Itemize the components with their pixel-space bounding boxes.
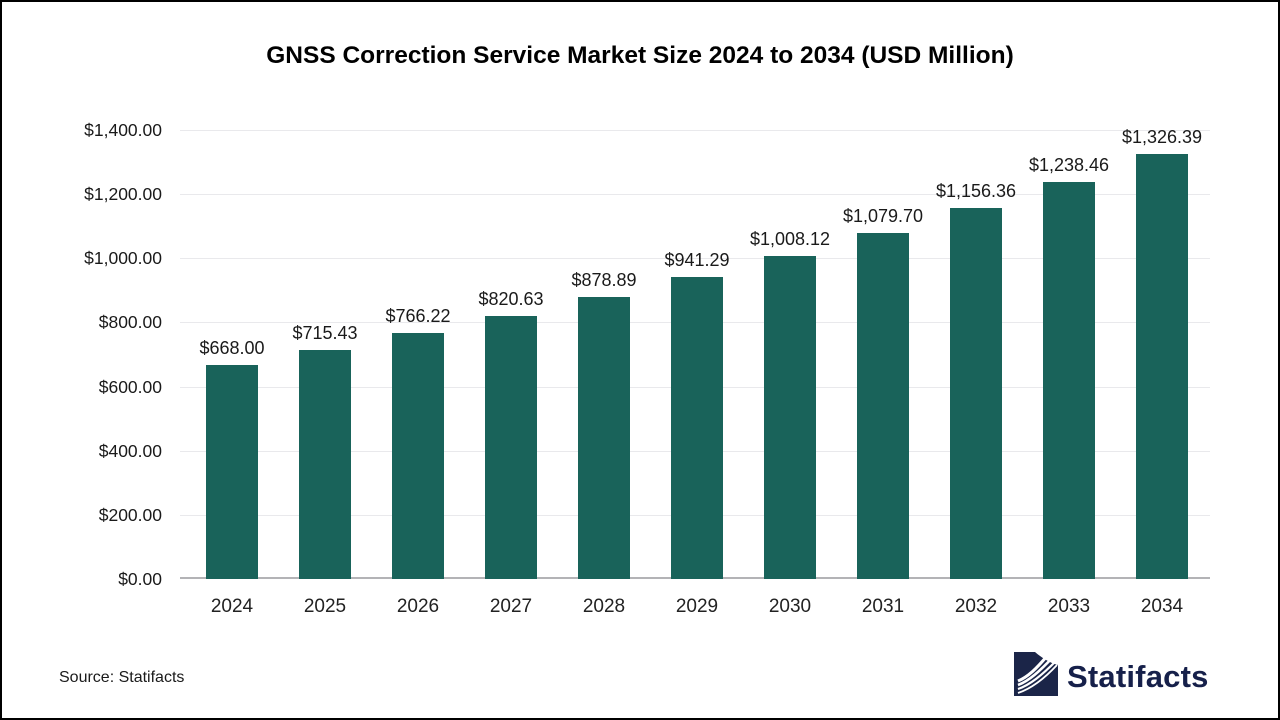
gridline <box>180 130 1210 131</box>
bar-value-label: $1,008.12 <box>749 228 831 249</box>
y-axis-tick-label: $200.00 <box>98 504 162 525</box>
plot-area: $0.00 $200.00 $400.00 $600.00 $800.00 $1,000.… <box>84 120 1210 617</box>
bar-2030 <box>764 255 816 579</box>
bar-2026 <box>392 333 444 579</box>
bar-value-label: $1,079.70 <box>842 205 924 226</box>
x-axis-tick-label: 2027 <box>489 596 533 617</box>
bar-2029 <box>671 277 723 579</box>
y-axis-tick-label: $1,400.00 <box>84 120 162 140</box>
y-axis-tick-label: $600.00 <box>98 376 162 397</box>
y-axis-tick-label: $1,200.00 <box>84 184 162 205</box>
statifacts-logo-icon <box>1014 652 1058 701</box>
x-axis-tick-label: 2029 <box>675 596 719 617</box>
bar-value-label: $668.00 <box>199 337 265 358</box>
y-axis-tick-label: $800.00 <box>98 312 162 333</box>
source-note: Source: Statifacts <box>59 669 185 686</box>
bar-value-label: $820.63 <box>478 288 544 309</box>
bar-2034 <box>1136 153 1188 579</box>
x-axis-tick-label: 2025 <box>303 596 347 617</box>
chart-title: GNSS Correction Service Market Size 2024… <box>266 42 1014 69</box>
x-axis-tick-label: 2030 <box>768 596 812 617</box>
bar-2032 <box>950 208 1002 579</box>
y-axis-tick-label: $0.00 <box>118 569 162 589</box>
x-axis-tick-label: 2031 <box>861 596 905 617</box>
bar-2027 <box>485 315 537 579</box>
bar-2024 <box>206 364 258 579</box>
x-axis-tick-label: 2033 <box>1047 596 1091 617</box>
bar-value-label: $1,326.39 <box>1121 126 1203 147</box>
y-axis-tick-label: $1,000.00 <box>84 248 162 269</box>
gridline <box>180 194 1210 196</box>
gridline <box>180 258 1210 260</box>
bar-value-label: $766.22 <box>385 306 451 327</box>
bar-value-label: $715.43 <box>292 322 358 343</box>
x-axis-tick-label: 2034 <box>1140 596 1184 617</box>
bar-value-label: $1,238.46 <box>1028 154 1110 175</box>
x-axis-tick-label: 2026 <box>396 596 440 617</box>
bar-value-label: $878.89 <box>571 270 637 291</box>
x-axis-tick-label: 2032 <box>954 596 998 617</box>
x-axis-tick-label: 2028 <box>582 596 626 617</box>
bar-2031 <box>857 232 909 579</box>
bar-2025 <box>299 349 351 579</box>
bar-2033 <box>1043 181 1095 579</box>
bar-value-label: $941.29 <box>664 250 730 271</box>
brand-name: Statifacts <box>1067 658 1209 694</box>
bar-value-label: $1,156.36 <box>935 181 1017 202</box>
bar-2028 <box>578 297 630 579</box>
brand-logo: Statifacts <box>1014 652 1209 701</box>
y-axis-tick-label: $400.00 <box>98 440 162 461</box>
x-axis-tick-label: 2024 <box>210 596 254 617</box>
